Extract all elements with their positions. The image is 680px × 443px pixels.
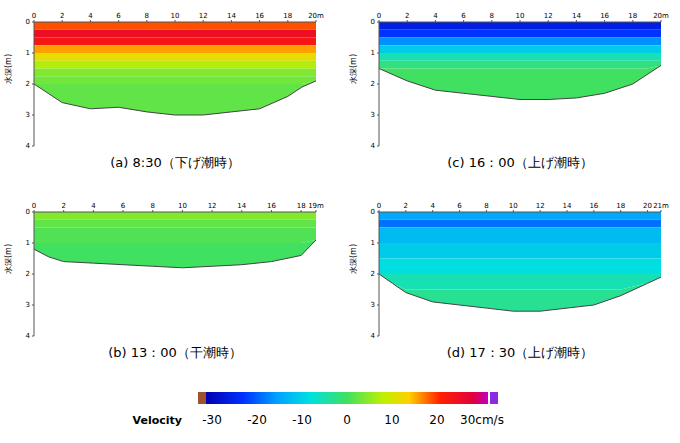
svg-text:1: 1 — [371, 49, 375, 57]
svg-text:2: 2 — [26, 270, 30, 278]
svg-text:3: 3 — [26, 301, 30, 309]
svg-text:14: 14 — [572, 12, 581, 20]
svg-text:4: 4 — [26, 332, 31, 340]
svg-text:14: 14 — [227, 12, 236, 20]
svg-text:12: 12 — [544, 12, 553, 20]
html-text:(c) 16：00（上げ潮時）: (c) 16：00（上げ潮時） — [447, 155, 593, 170]
svg-text:-10: -10 — [292, 413, 312, 427]
svg-text:0: 0 — [371, 208, 375, 216]
svg-text:0: 0 — [32, 202, 36, 210]
svg-text:水深(m): 水深(m) — [349, 244, 358, 274]
svg-text:14: 14 — [563, 202, 572, 210]
svg-text:1: 1 — [26, 239, 30, 247]
svg-text:水深(m): 水深(m) — [4, 54, 13, 84]
html-text:(a) 8:30（下げ潮時）: (a) 8:30（下げ潮時） — [110, 155, 240, 170]
svg-text:6: 6 — [121, 202, 126, 210]
svg-text:0: 0 — [26, 18, 30, 26]
svg-text:2: 2 — [26, 80, 30, 88]
svg-text:8: 8 — [151, 202, 155, 210]
svg-text:3: 3 — [371, 301, 375, 309]
svg-text:21m: 21m — [653, 202, 669, 210]
svg-text:水深(m): 水深(m) — [4, 244, 13, 274]
svg-text:20m: 20m — [308, 12, 324, 20]
svg-text:2: 2 — [405, 12, 409, 20]
svg-text:-30: -30 — [202, 413, 222, 427]
svg-text:20: 20 — [429, 413, 444, 427]
svg-text:6: 6 — [457, 202, 462, 210]
svg-text:10: 10 — [384, 413, 399, 427]
svg-text:10: 10 — [516, 12, 525, 20]
svg-text:12: 12 — [536, 202, 545, 210]
svg-text:4: 4 — [26, 142, 31, 150]
svg-text:6: 6 — [461, 12, 466, 20]
svg-text:4: 4 — [88, 12, 93, 20]
svg-text:2: 2 — [60, 12, 64, 20]
svg-text:Velocity: Velocity — [133, 414, 182, 427]
svg-text:18: 18 — [616, 202, 625, 210]
svg-text:0: 0 — [377, 202, 381, 210]
svg-text:10: 10 — [171, 12, 180, 20]
svg-text:3: 3 — [26, 111, 30, 119]
svg-text:30cm/s: 30cm/s — [460, 413, 504, 427]
svg-text:4: 4 — [371, 332, 376, 340]
html-text:(b) 13：00（干潮時）: (b) 13：00（干潮時） — [108, 345, 242, 360]
svg-text:12: 12 — [199, 12, 208, 20]
svg-text:2: 2 — [404, 202, 408, 210]
svg-text:-20: -20 — [247, 413, 267, 427]
svg-text:20: 20 — [643, 202, 652, 210]
svg-text:2: 2 — [371, 270, 375, 278]
svg-text:2: 2 — [371, 80, 375, 88]
svg-text:16: 16 — [255, 12, 264, 20]
svg-text:16: 16 — [600, 12, 609, 20]
html-text:(d) 17：30（上げ潮時）: (d) 17：30（上げ潮時） — [446, 345, 594, 360]
svg-text:8: 8 — [484, 202, 488, 210]
svg-text:12: 12 — [208, 202, 217, 210]
svg-text:6: 6 — [116, 12, 121, 20]
svg-text:1: 1 — [371, 239, 375, 247]
svg-text:0: 0 — [371, 18, 375, 26]
svg-text:14: 14 — [237, 202, 246, 210]
svg-text:8: 8 — [145, 12, 149, 20]
svg-text:8: 8 — [490, 12, 494, 20]
svg-text:10: 10 — [509, 202, 518, 210]
svg-text:10: 10 — [178, 202, 187, 210]
svg-text:4: 4 — [91, 202, 96, 210]
svg-text:3: 3 — [371, 111, 375, 119]
svg-text:16: 16 — [267, 202, 276, 210]
svg-text:水深(m): 水深(m) — [349, 54, 358, 84]
svg-text:4: 4 — [433, 12, 438, 20]
svg-text:18: 18 — [628, 12, 637, 20]
svg-text:0: 0 — [26, 208, 30, 216]
svg-text:0: 0 — [32, 12, 36, 20]
svg-text:19m: 19m — [308, 202, 324, 210]
svg-text:1: 1 — [26, 49, 30, 57]
svg-text:18: 18 — [297, 202, 306, 210]
svg-text:16: 16 — [589, 202, 598, 210]
svg-text:0: 0 — [343, 413, 351, 427]
svg-text:2: 2 — [61, 202, 65, 210]
svg-text:4: 4 — [430, 202, 435, 210]
svg-text:20m: 20m — [653, 12, 669, 20]
svg-text:18: 18 — [283, 12, 292, 20]
svg-text:4: 4 — [371, 142, 376, 150]
svg-text:0: 0 — [377, 12, 381, 20]
